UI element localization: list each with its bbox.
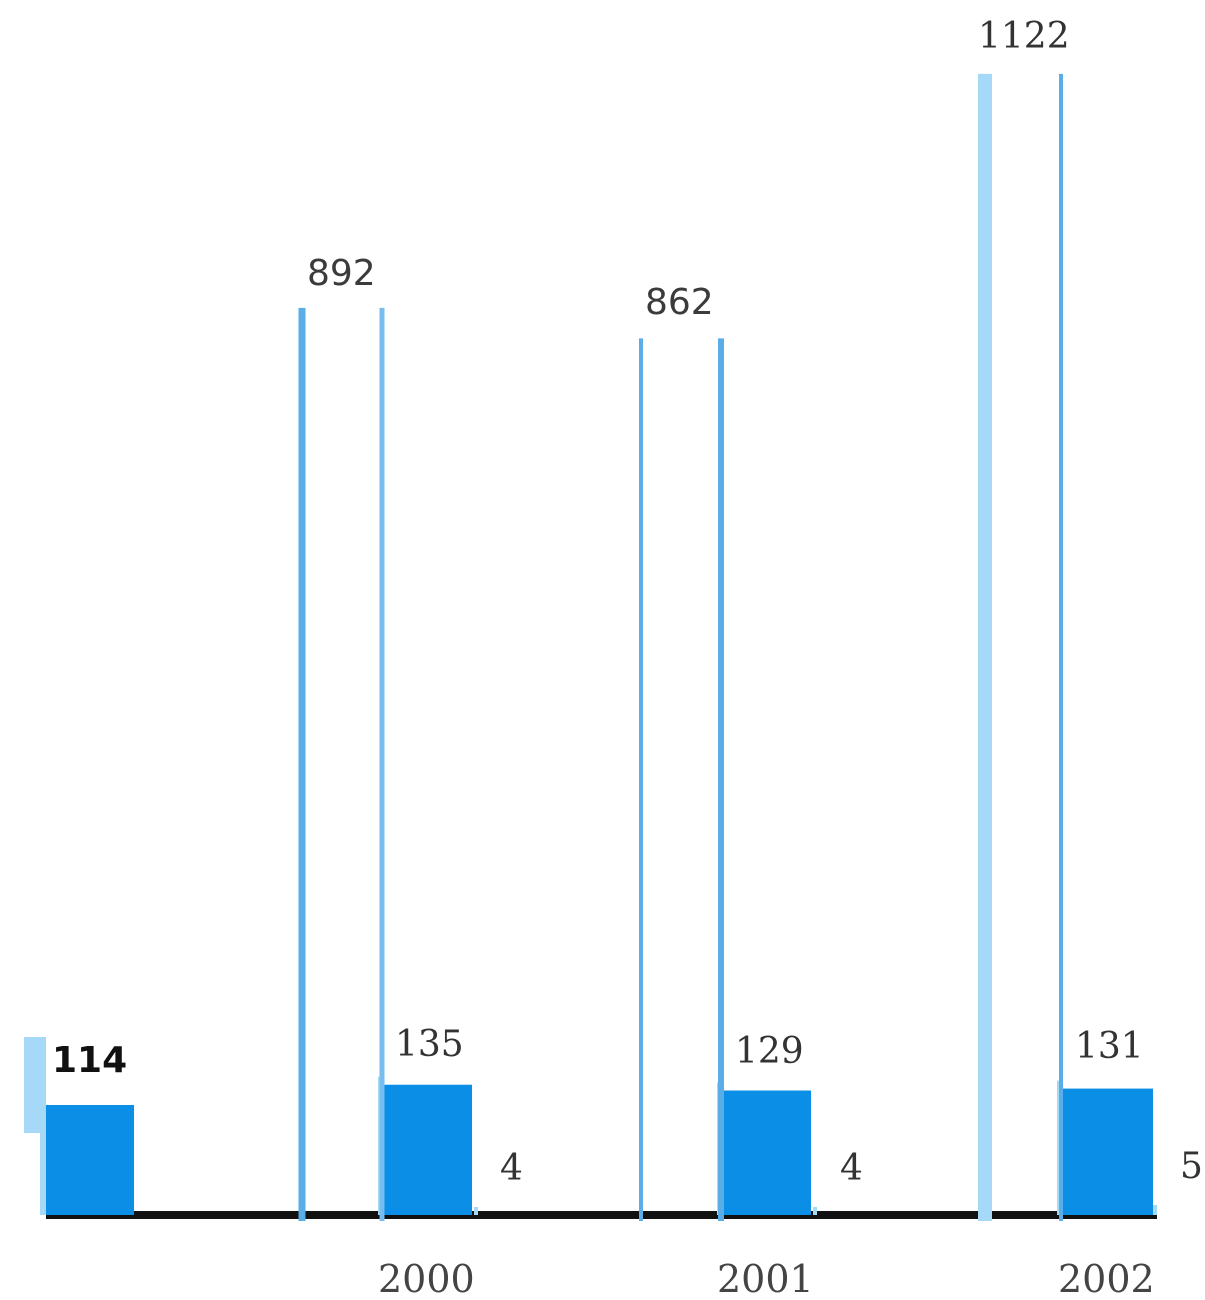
bar-main-2000 <box>384 1084 472 1215</box>
bar-small-2002 <box>1153 1205 1157 1215</box>
bar-main-2001 <box>723 1090 811 1215</box>
value-label-135: 135 <box>395 1024 464 1065</box>
value-label-131: 131 <box>1075 1026 1144 1067</box>
value-label-4-2000: 4 <box>500 1148 523 1189</box>
value-label-892: 892 <box>307 253 376 294</box>
value-label-5-2002: 5 <box>1180 1146 1203 1187</box>
x-tick-2000: 2000 <box>378 1257 475 1300</box>
value-label-114: 114 <box>52 1040 127 1081</box>
value-label-129: 129 <box>735 1031 804 1072</box>
bar-main-first <box>46 1104 134 1215</box>
x-tick-2002: 2002 <box>1058 1257 1155 1300</box>
value-label-1122: 1122 <box>978 16 1070 57</box>
x-tick-2001: 2001 <box>717 1257 814 1300</box>
bar-small-2000 <box>474 1207 478 1215</box>
bar-first-light-block <box>24 1037 46 1133</box>
bar-small-2001 <box>813 1207 817 1215</box>
bar-main-accent-first <box>40 1096 46 1215</box>
value-label-4-2001: 4 <box>840 1148 863 1189</box>
value-label-862: 862 <box>645 282 714 323</box>
bar-main-2002 <box>1063 1088 1153 1215</box>
